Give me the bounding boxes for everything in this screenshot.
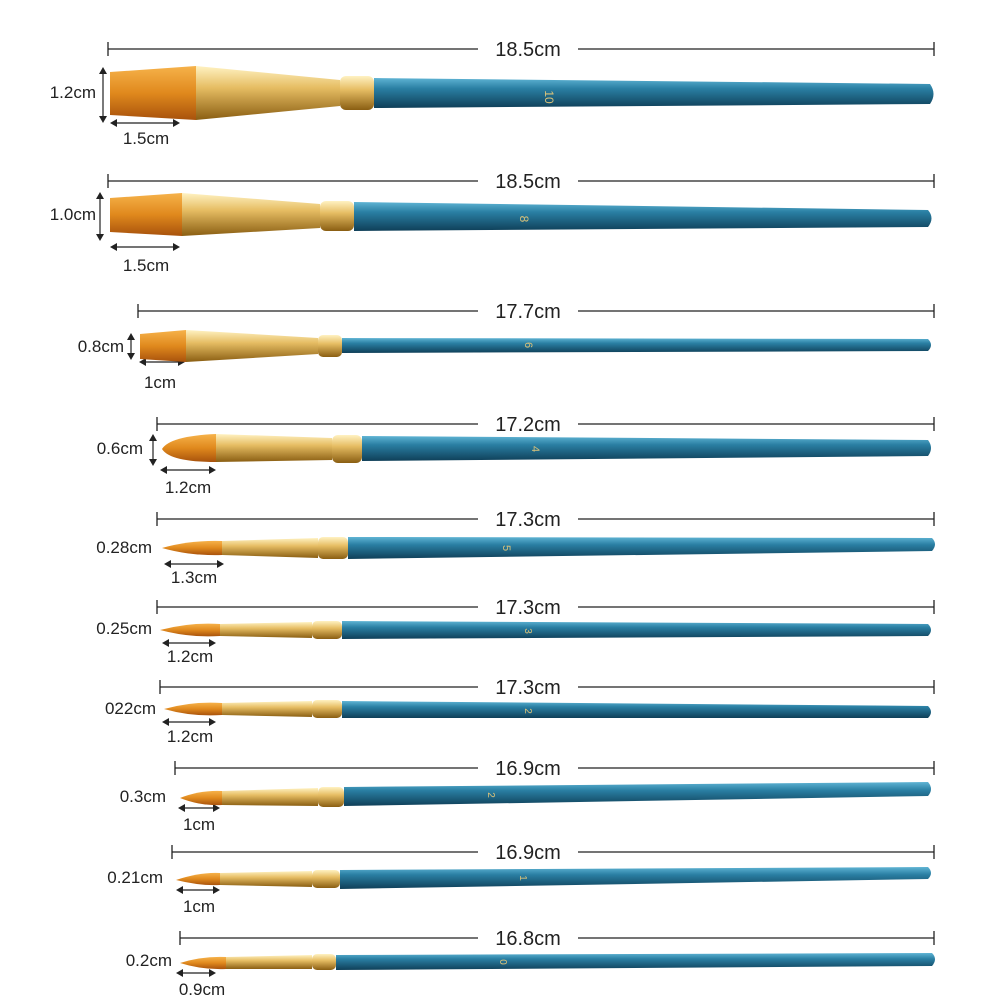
length-label: 18.5cm [495, 171, 561, 193]
width-label: 0.28cm [96, 538, 152, 557]
brush-row: 17.3cm 0.28cm 1.3cm 5 [96, 509, 935, 587]
bristle [164, 702, 222, 716]
bristle [180, 956, 226, 970]
length-label: 16.9cm [495, 842, 561, 864]
bristle [180, 790, 222, 806]
tip-label: 1cm [144, 373, 176, 392]
ferrule [220, 871, 312, 887]
brush-row: 17.7cm 0.8cm 1cm 6 [78, 301, 935, 392]
ferrule [182, 193, 320, 236]
length-label: 17.2cm [495, 414, 561, 436]
size-mark: 6 [522, 342, 534, 348]
length-label: 16.8cm [495, 928, 561, 950]
bristle [176, 872, 220, 886]
length-label: 17.7cm [495, 301, 561, 323]
tip-label: 1.3cm [171, 568, 217, 587]
handle [354, 202, 932, 231]
width-label: 1.0cm [50, 205, 96, 224]
tip-label: 1cm [183, 897, 215, 916]
brush-row: 17.3cm 022cm 1.2cm 2 [105, 677, 935, 746]
length-label: 17.3cm [495, 677, 561, 699]
width-label: 022cm [105, 699, 156, 718]
handle [342, 338, 931, 353]
bristle [110, 193, 182, 236]
bristle [162, 434, 216, 462]
ferrule [216, 434, 332, 462]
width-label: 1.2cm [50, 83, 96, 102]
brush-row: 18.5cm 1.0cm 1.5cm 8 [50, 171, 935, 275]
handle [340, 867, 931, 889]
width-label: 0.8cm [78, 337, 124, 356]
size-mark: 4 [529, 446, 541, 452]
size-mark: 1 [517, 875, 528, 881]
tip-label: 1.2cm [165, 478, 211, 497]
length-label: 17.3cm [495, 509, 561, 531]
bristle [110, 66, 196, 120]
ferrule [226, 955, 312, 969]
bristle [140, 330, 186, 362]
width-label: 0.2cm [126, 951, 172, 970]
width-label: 0.21cm [107, 868, 163, 887]
ferrule [186, 330, 318, 362]
handle [336, 953, 935, 970]
ferrule [220, 622, 312, 638]
size-mark: 2 [485, 792, 496, 798]
tip-label: 1.2cm [167, 727, 213, 746]
tip-label: 1.5cm [123, 256, 169, 275]
size-mark: 8 [517, 216, 531, 223]
size-mark: 5 [500, 545, 512, 551]
handle [374, 78, 934, 108]
ferrule [222, 538, 318, 558]
handle [342, 701, 931, 718]
length-label: 16.9cm [495, 758, 561, 780]
size-mark: 0 [497, 959, 508, 965]
tip-label: 1cm [183, 815, 215, 834]
size-mark: 3 [522, 628, 533, 634]
handle [362, 436, 931, 461]
brush-row: 17.3cm 0.25cm 1.2cm 3 [96, 597, 935, 666]
size-mark: 10 [542, 90, 556, 104]
length-label: 17.3cm [495, 597, 561, 619]
handle [342, 621, 931, 639]
tip-label: 0.9cm [179, 980, 225, 999]
handle [348, 537, 935, 559]
width-label: 0.3cm [120, 787, 166, 806]
length-label: 18.5cm [495, 39, 561, 61]
tip-label: 1.5cm [123, 129, 169, 148]
brush-row: 16.9cm 0.21cm 1cm 1 [107, 842, 935, 916]
ferrule [222, 788, 318, 806]
brush-row: 17.2cm 0.6cm 1.2cm 4 [97, 414, 935, 497]
width-label: 0.25cm [96, 619, 152, 638]
ferrule [196, 66, 340, 120]
bristle [160, 623, 220, 637]
brush-row: 16.9cm 0.3cm 1cm 2 [120, 758, 935, 834]
size-mark: 2 [522, 708, 533, 714]
tip-label: 1.2cm [167, 647, 213, 666]
brush-row: 18.5cm 1.2cm 1.5cm 10 [50, 39, 935, 148]
bristle [162, 540, 222, 556]
brush-row: 16.8cm 0.2cm 0.9cm 0 [126, 928, 935, 999]
handle [344, 782, 931, 806]
ferrule [222, 701, 312, 717]
width-label: 0.6cm [97, 439, 143, 458]
